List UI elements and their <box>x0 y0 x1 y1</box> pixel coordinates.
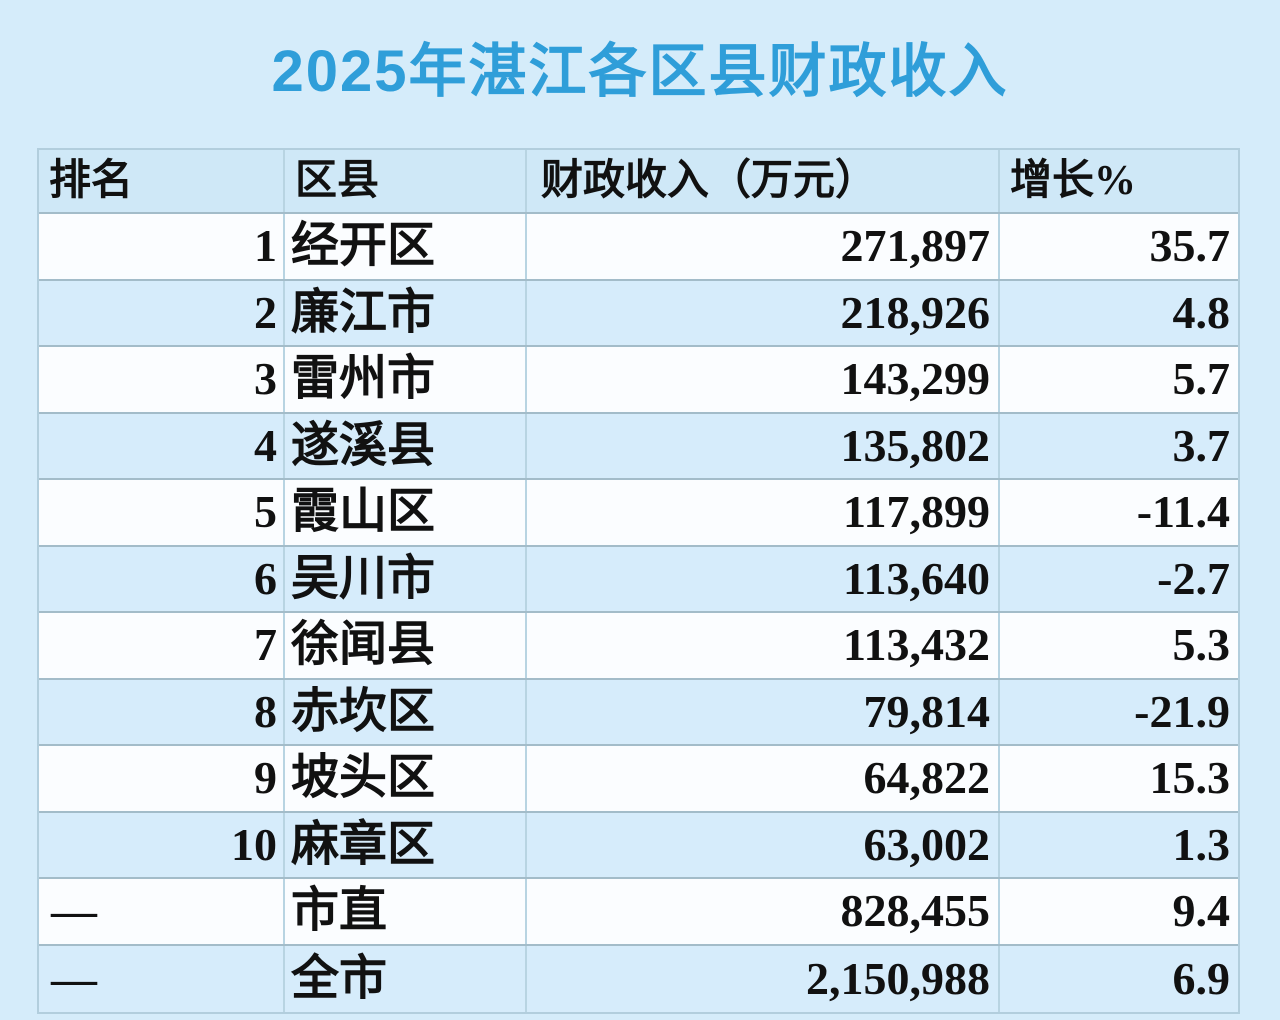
revenue-cell: 113,640 <box>527 546 1000 611</box>
table-row: 10 麻章区 63,002 1.3 <box>39 812 1238 879</box>
district-cell: 廉江市 <box>285 280 527 345</box>
revenue-cell: 143,299 <box>527 347 1000 412</box>
rank-cell: 4 <box>39 413 285 478</box>
growth-cell: 5.3 <box>1172 619 1231 671</box>
table-row: 3 雷州市 143,299 5.7 <box>39 347 1238 414</box>
page-title: 2025年湛江各区县财政收入 <box>271 39 1009 104</box>
rank-cell: 7 <box>39 613 285 678</box>
district-cell: 经开区 <box>285 214 527 279</box>
growth-cell: 4.8 <box>1172 286 1231 338</box>
growth-cell: 3.7 <box>1172 419 1231 471</box>
revenue-cell: 828,455 <box>527 879 1000 944</box>
revenue-cell: 113,432 <box>527 613 1000 678</box>
column-header-revenue: 财政收入（万元） <box>527 150 1000 212</box>
table-row: — 全市 2,150,988 6.9 <box>39 945 1238 1012</box>
growth-cell: -11.4 <box>1136 486 1230 538</box>
table-row: — 市直 828,455 9.4 <box>39 879 1238 946</box>
district-cell: 遂溪县 <box>285 413 527 478</box>
table-row: 8 赤坎区 79,814 -21.9 <box>39 679 1238 746</box>
growth-cell: 6.9 <box>1172 952 1231 1004</box>
revenue-cell: 79,814 <box>527 679 1000 744</box>
district-cell: 全市 <box>285 945 527 1012</box>
district-cell: 坡头区 <box>285 746 527 811</box>
revenue-cell: 117,899 <box>527 480 1000 545</box>
growth-cell: 5.7 <box>1172 353 1231 405</box>
rank-cell: 2 <box>39 280 285 345</box>
revenue-cell: 2,150,988 <box>527 945 1000 1012</box>
table-row: 9 坡头区 64,822 15.3 <box>39 746 1238 813</box>
growth-cell: 15.3 <box>1149 752 1231 804</box>
revenue-table: 排名 区县 财政收入（万元） 增长% 1 经开区 271,897 35.7 2 … <box>37 148 1240 1014</box>
rank-cell: 1 <box>39 214 285 279</box>
table-row: 2 廉江市 218,926 4.8 <box>39 280 1238 347</box>
rank-cell: — <box>39 945 285 1012</box>
revenue-cell: 218,926 <box>527 280 1000 345</box>
growth-cell: 9.4 <box>1172 885 1231 937</box>
table-header-row: 排名 区县 财政收入（万元） 增长% <box>39 150 1238 214</box>
district-cell: 吴川市 <box>285 546 527 611</box>
district-cell: 赤坎区 <box>285 679 527 744</box>
table-row: 5 霞山区 117,899 -11.4 <box>39 480 1238 547</box>
column-header-growth: 增长% <box>1010 158 1137 204</box>
district-cell: 徐闻县 <box>285 613 527 678</box>
growth-cell: 1.3 <box>1172 818 1231 870</box>
growth-cell: 35.7 <box>1149 220 1231 272</box>
rank-cell: 5 <box>39 480 285 545</box>
table-row: 4 遂溪县 135,802 3.7 <box>39 413 1238 480</box>
table-row: 7 徐闻县 113,432 5.3 <box>39 613 1238 680</box>
column-header-rank: 排名 <box>39 150 285 212</box>
district-cell: 雷州市 <box>285 347 527 412</box>
growth-cell: -2.7 <box>1157 552 1230 604</box>
column-header-district: 区县 <box>285 150 527 212</box>
district-cell: 麻章区 <box>285 812 527 877</box>
rank-cell: 3 <box>39 347 285 412</box>
district-cell: 市直 <box>285 879 527 944</box>
revenue-cell: 271,897 <box>527 214 1000 279</box>
revenue-cell: 64,822 <box>527 746 1000 811</box>
revenue-cell: 135,802 <box>527 413 1000 478</box>
growth-cell: -21.9 <box>1134 685 1230 737</box>
table-row: 1 经开区 271,897 35.7 <box>39 214 1238 281</box>
rank-cell: 9 <box>39 746 285 811</box>
district-cell: 霞山区 <box>285 480 527 545</box>
revenue-cell: 63,002 <box>527 812 1000 877</box>
rank-cell: 6 <box>39 546 285 611</box>
rank-cell: 8 <box>39 679 285 744</box>
table-row: 6 吴川市 113,640 -2.7 <box>39 546 1238 613</box>
rank-cell: 10 <box>39 812 285 877</box>
rank-cell: — <box>39 879 285 944</box>
